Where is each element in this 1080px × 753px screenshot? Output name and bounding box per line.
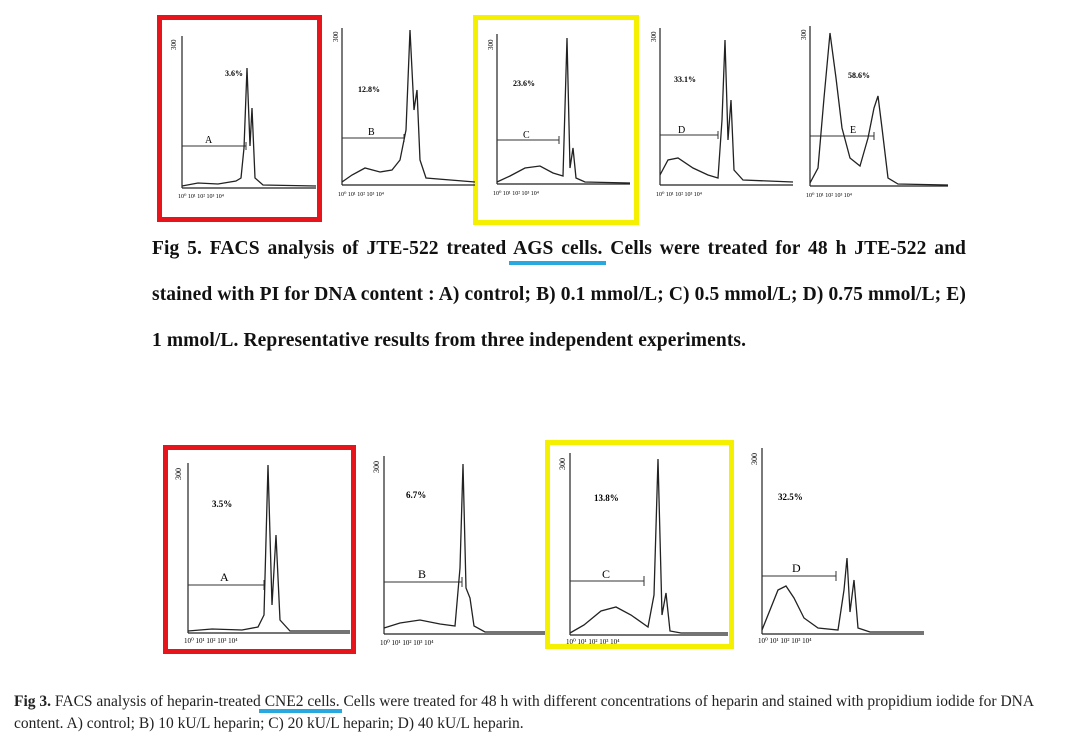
gate-label: E bbox=[850, 125, 856, 136]
fig5-caption-underlined: AGS cells bbox=[509, 238, 606, 265]
y-tick-label: 300 bbox=[650, 31, 658, 42]
fig3-panel-a-red-frame bbox=[163, 445, 356, 654]
y-tick-label: 300 bbox=[800, 29, 808, 40]
gate-label: D bbox=[792, 561, 801, 575]
fig5-panel-c-yellow-frame bbox=[473, 15, 639, 225]
fig5-panel-b: 300 12.8% B 10⁰ 10¹ 10² 10³ 10⁴ bbox=[330, 20, 480, 200]
fig3-panel-d: 300 32.5% D 10⁰ 10¹ 10² 10³ 10⁴ bbox=[748, 440, 928, 645]
gate-label: A bbox=[205, 135, 213, 146]
y-tick-label: 300 bbox=[372, 461, 381, 473]
svg-text:10⁰ 10¹ 10² 10³ 10⁴: 10⁰ 10¹ 10² 10³ 10⁴ bbox=[178, 193, 224, 200]
gate-percent: 13.8% bbox=[594, 493, 619, 503]
gate-label: A bbox=[220, 570, 229, 584]
fig5-panel-e: 300 58.6% E 10⁰ 10¹ 10² 10³ 10⁴ bbox=[798, 18, 958, 199]
fig3-panel-b: 300 6.7% B 10⁰ 10¹ 10² 10³ 10⁴ bbox=[370, 448, 550, 648]
gate-label: C bbox=[602, 567, 610, 581]
fig5-panel-a: 300 3.6% A 10⁰ 10¹ 10² 10³ 10⁴ bbox=[168, 28, 318, 203]
gate-percent: 32.5% bbox=[778, 492, 803, 502]
fig3-caption-underlined: CNE2 cells bbox=[258, 693, 342, 713]
y-tick-label: 300 bbox=[750, 453, 759, 465]
fig3-caption: Fig 3. FACS analysis of heparin-treated … bbox=[14, 691, 1074, 735]
y-tick-label: 300 bbox=[174, 468, 183, 480]
fig5-panel-a-red-frame bbox=[157, 15, 322, 222]
gate-label: B bbox=[368, 127, 375, 138]
svg-text:10⁰ 10¹ 10² 10³ 10⁴: 10⁰ 10¹ 10² 10³ 10⁴ bbox=[806, 192, 852, 199]
fig5-caption-underline-mark bbox=[509, 261, 606, 265]
fig5-caption-text-2: . Cells were treated for 48 h JTE-522 an… bbox=[152, 238, 966, 351]
gate-percent: 6.7% bbox=[406, 490, 426, 500]
gate-percent: 12.8% bbox=[358, 85, 380, 94]
fig5-caption-underlined-text: AGS cells bbox=[513, 238, 598, 259]
svg-text:10⁰ 10¹ 10² 10³ 10⁴: 10⁰ 10¹ 10² 10³ 10⁴ bbox=[758, 637, 812, 645]
y-tick-label: 300 bbox=[332, 31, 340, 42]
gate-percent: 23.6% bbox=[513, 79, 535, 88]
fig5-panel-d: 300 33.1% D 10⁰ 10¹ 10² 10³ 10⁴ bbox=[648, 20, 798, 200]
fig3-panel-c: 300 13.8% C 10⁰ 10¹ 10² 10³ 10⁴ bbox=[556, 445, 731, 646]
svg-text:10⁰ 10¹ 10² 10³ 10⁴: 10⁰ 10¹ 10² 10³ 10⁴ bbox=[566, 638, 620, 646]
y-tick-label: 300 bbox=[170, 39, 178, 50]
gate-percent: 3.5% bbox=[212, 499, 232, 509]
svg-text:10⁰ 10¹ 10² 10³ 10⁴: 10⁰ 10¹ 10² 10³ 10⁴ bbox=[184, 637, 238, 645]
fig3-caption-label: Fig 3. bbox=[14, 693, 52, 710]
fig3-caption-text-1: FACS analysis of heparin-treated bbox=[51, 693, 265, 710]
svg-text:10⁰ 10¹ 10² 10³ 10⁴: 10⁰ 10¹ 10² 10³ 10⁴ bbox=[338, 191, 384, 198]
gate-label: B bbox=[418, 567, 426, 581]
fig3-caption-text-2: . Cells were treated for 48 h with diffe… bbox=[14, 693, 1034, 732]
fig5-panel-c: 300 23.6% C 10⁰ 10¹ 10² 10³ 10⁴ bbox=[485, 28, 635, 198]
gate-percent: 33.1% bbox=[674, 75, 696, 84]
fig5-caption-text-1: Fig 5. FACS analysis of JTE-522 treated bbox=[152, 238, 514, 259]
gate-percent: 3.6% bbox=[225, 69, 243, 78]
y-tick-label: 300 bbox=[487, 39, 495, 50]
gate-label: D bbox=[678, 125, 685, 136]
fig3-caption-underlined-text: CNE2 cells bbox=[264, 693, 336, 710]
gate-percent: 58.6% bbox=[848, 71, 870, 80]
gate-label: C bbox=[523, 130, 530, 141]
svg-text:10⁰ 10¹ 10² 10³ 10⁴: 10⁰ 10¹ 10² 10³ 10⁴ bbox=[493, 190, 539, 197]
fig3-caption-underline-mark bbox=[258, 709, 342, 713]
fig5-caption: Fig 5. FACS analysis of JTE-522 treated … bbox=[152, 226, 966, 364]
fig3-panel-c-yellow-frame bbox=[545, 440, 734, 649]
svg-text:10⁰ 10¹ 10² 10³ 10⁴: 10⁰ 10¹ 10² 10³ 10⁴ bbox=[656, 191, 702, 198]
y-tick-label: 300 bbox=[558, 458, 567, 470]
fig3-panel-a: 300 3.5% A 10⁰ 10¹ 10² 10³ 10⁴ bbox=[172, 455, 352, 645]
svg-text:10⁰ 10¹ 10² 10³ 10⁴: 10⁰ 10¹ 10² 10³ 10⁴ bbox=[380, 639, 434, 647]
